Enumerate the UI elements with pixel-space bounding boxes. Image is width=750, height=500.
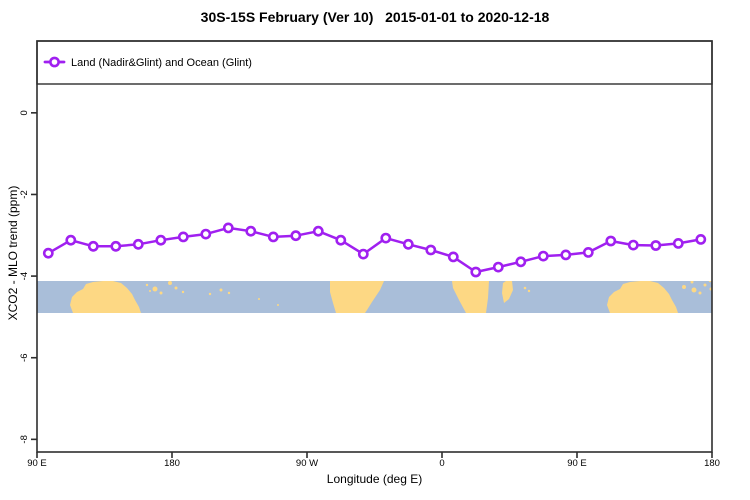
land-shape-australia-west-copy: [70, 281, 141, 313]
y-tick-label: 0: [19, 110, 30, 115]
land-island-dot: [227, 291, 231, 295]
land-island-dot: [149, 290, 151, 292]
legend-label: Land (Nadir&Glint) and Ocean (Glint): [71, 57, 252, 69]
land-island-dot: [208, 292, 212, 296]
x-tick-label: 90 W: [296, 458, 318, 469]
x-tick-label: 180: [164, 458, 180, 469]
data-point-marker: [110, 240, 122, 252]
data-point-marker: [560, 249, 572, 261]
data-point-marker: [222, 222, 234, 234]
land-island-dot: [159, 291, 163, 295]
chart-title: 30S-15S February (Ver 10) 2015-01-01 to …: [200, 9, 550, 25]
y-tick-label: -6: [19, 353, 30, 361]
land-island-dot: [682, 285, 686, 289]
y-tick-label: -8: [19, 435, 30, 443]
data-point-marker: [267, 231, 279, 243]
data-point-marker: [515, 256, 527, 268]
land-island-dot: [523, 286, 527, 290]
y-tick-label: -2: [19, 190, 30, 198]
data-point-marker: [42, 247, 54, 259]
land-island-dot: [174, 286, 178, 290]
data-point-marker: [177, 231, 189, 243]
data-point-marker: [335, 234, 347, 246]
data-point-marker: [672, 237, 684, 249]
land-island-dot: [219, 288, 223, 292]
land-shape-africa: [452, 281, 489, 313]
map-band-land-group: [70, 281, 712, 313]
data-point-marker: [312, 225, 324, 237]
x-axis-title: Longitude (deg E): [326, 472, 423, 486]
legend-sample-marker: [49, 56, 60, 68]
x-tick-label: 90 E: [27, 458, 47, 469]
land-island-dot: [527, 289, 531, 293]
data-point-marker: [200, 228, 212, 240]
data-point-marker: [492, 261, 504, 273]
land-island-dot: [708, 281, 712, 283]
data-line: [47, 226, 703, 274]
y-tick-label: -4: [19, 272, 30, 280]
legend-box: [36, 40, 713, 85]
land-island-dot: [152, 286, 158, 292]
data-point-marker: [582, 246, 594, 258]
x-tick-label: 0: [439, 458, 444, 469]
generated-chart-layers: 90 E 180 90 W 0 90 E 180 0 -2 -4 -6 -8: [19, 40, 720, 469]
data-point-marker: [470, 266, 482, 278]
land-island-dot: [698, 291, 702, 295]
land-shape-australia-east-copy: [607, 281, 678, 313]
data-point-marker: [402, 238, 414, 250]
data-point-marker: [605, 235, 617, 247]
land-island-dot: [690, 281, 694, 284]
data-point-marker: [290, 230, 302, 242]
land-island-dot: [145, 283, 149, 287]
land-island-dot: [691, 287, 697, 293]
land-island-dot: [277, 304, 279, 306]
data-point-marker: [537, 250, 549, 262]
land-shape-south-america: [330, 281, 384, 313]
data-point-marker: [132, 238, 144, 250]
data-point-marker: [357, 248, 369, 260]
data-point-marker: [155, 234, 167, 246]
land-shape-madagascar: [502, 281, 513, 303]
data-point-marker: [245, 225, 257, 237]
data-point-marker: [380, 232, 392, 244]
data-point-marker: [447, 251, 459, 263]
data-point-marker: [87, 240, 99, 252]
x-tick-label: 90 E: [567, 458, 587, 469]
data-point-marker: [627, 239, 639, 251]
land-island-dot: [258, 298, 260, 300]
land-island-dot: [168, 281, 172, 285]
land-island-dot: [703, 283, 707, 287]
data-point-marker: [695, 233, 707, 245]
data-point-marker: [650, 240, 662, 251]
data-point-marker: [425, 244, 437, 256]
data-point-marker: [65, 234, 77, 246]
land-island-dot: [181, 290, 185, 294]
x-tick-label: 180: [704, 458, 720, 469]
y-axis-title: XCO2 - MLO trend (ppm): [6, 185, 20, 321]
